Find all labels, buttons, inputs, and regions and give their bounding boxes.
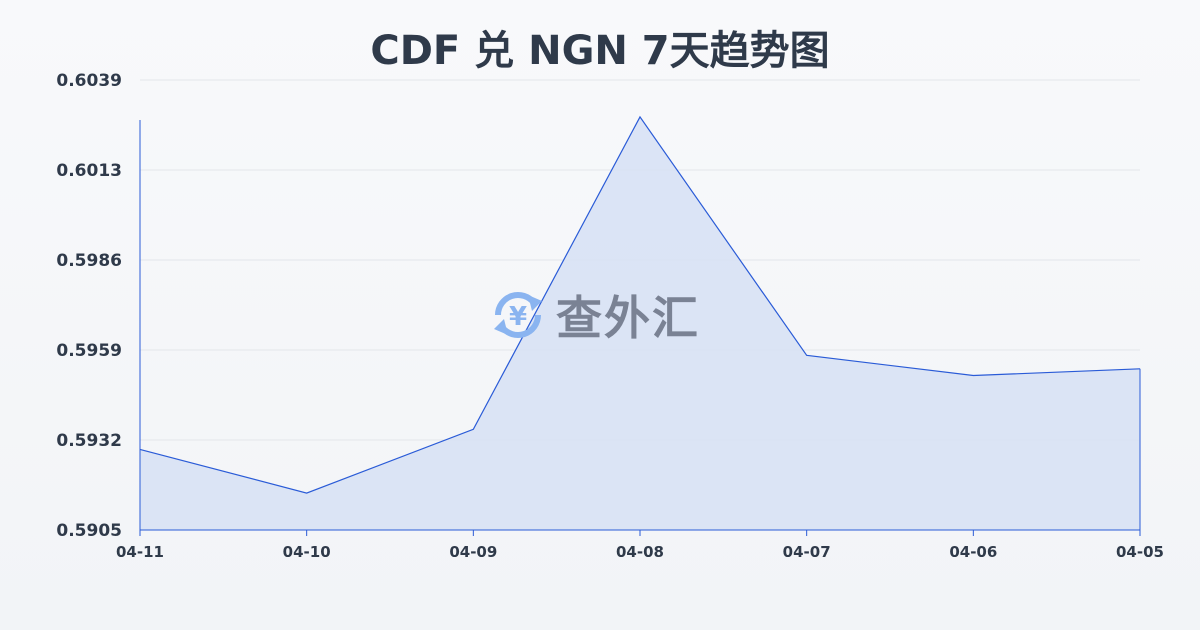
y-tick-label: 0.5905 <box>56 521 122 541</box>
x-tick-label: 04-11 <box>116 543 164 561</box>
y-tick-label: 0.5932 <box>56 431 122 451</box>
x-tick-label: 04-07 <box>783 543 831 561</box>
x-tick-label: 04-09 <box>449 543 497 561</box>
svg-text:¥: ¥ <box>509 302 527 332</box>
x-tick-label: 04-06 <box>949 543 997 561</box>
chart-title: CDF 兑 NGN 7天趋势图 <box>370 28 830 74</box>
y-tick-label: 0.6013 <box>56 161 122 181</box>
y-tick-label: 0.6039 <box>56 71 122 91</box>
watermark: ¥ 查外汇 <box>488 282 700 348</box>
x-tick-label: 04-05 <box>1116 543 1164 561</box>
watermark-text: 查外汇 <box>556 291 700 345</box>
y-tick-label: 0.5959 <box>56 341 122 361</box>
y-tick-label: 0.5986 <box>56 251 122 271</box>
x-tick-label: 04-08 <box>616 543 664 561</box>
x-tick-label: 04-10 <box>283 543 331 561</box>
yen-exchange-icon: ¥ <box>494 292 542 338</box>
area-fill <box>140 116 1140 530</box>
